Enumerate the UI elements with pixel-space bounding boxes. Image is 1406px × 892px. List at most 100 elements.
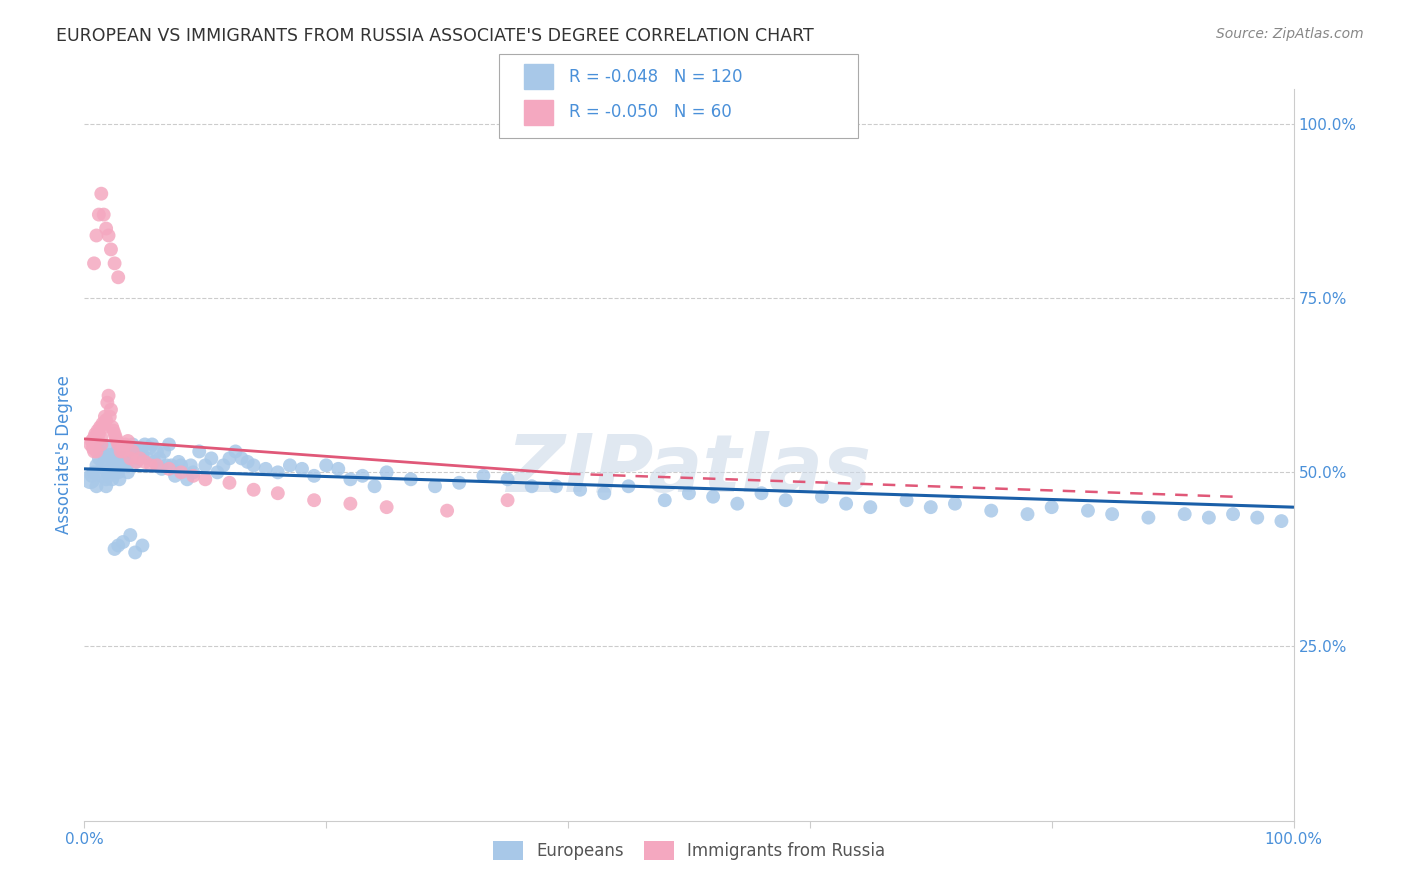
Point <box>89 420 111 434</box>
Point <box>167 455 190 469</box>
Point <box>1174 507 1197 521</box>
Point <box>87 427 110 442</box>
Point <box>107 539 129 553</box>
Point <box>363 479 385 493</box>
Point <box>91 458 114 473</box>
Point <box>101 472 124 486</box>
Text: EUROPEAN VS IMMIGRANTS FROM RUSSIA ASSOCIATE'S DEGREE CORRELATION CHART: EUROPEAN VS IMMIGRANTS FROM RUSSIA ASSOC… <box>56 27 814 45</box>
Point <box>100 402 122 417</box>
Point <box>146 458 169 473</box>
Point <box>83 466 105 480</box>
Point <box>496 472 519 486</box>
Point <box>122 441 145 455</box>
Point <box>139 458 162 473</box>
Point <box>375 500 398 515</box>
Point <box>399 472 422 486</box>
Point <box>120 528 142 542</box>
Point <box>80 434 103 448</box>
Point <box>108 472 131 486</box>
Point <box>86 458 108 473</box>
Point <box>94 455 117 469</box>
Point <box>104 451 127 466</box>
Point <box>896 493 918 508</box>
Point <box>188 444 211 458</box>
Point <box>101 420 124 434</box>
Text: ZIPatlas: ZIPatlas <box>506 431 872 508</box>
Point <box>170 466 193 480</box>
Point <box>93 208 115 222</box>
Point <box>218 475 240 490</box>
Point <box>115 458 138 473</box>
Point <box>315 458 337 473</box>
Point <box>775 493 797 508</box>
Point <box>859 500 882 515</box>
Point <box>84 427 107 442</box>
Point <box>1017 507 1039 521</box>
Point <box>80 468 103 483</box>
Point <box>110 451 132 466</box>
Point <box>104 430 127 444</box>
Point <box>157 462 180 476</box>
Point <box>125 455 148 469</box>
Point <box>98 448 121 462</box>
Point <box>170 458 193 473</box>
Point <box>1198 510 1220 524</box>
Point <box>91 417 114 431</box>
Point <box>181 466 204 480</box>
Point <box>835 497 858 511</box>
Point <box>98 409 121 424</box>
Point <box>449 475 471 490</box>
Point <box>97 228 120 243</box>
Point <box>87 451 110 466</box>
Text: R = -0.048   N = 120: R = -0.048 N = 120 <box>569 68 742 86</box>
Point <box>94 472 117 486</box>
Point <box>112 535 135 549</box>
Point <box>375 466 398 480</box>
Point <box>225 444 247 458</box>
Point <box>90 437 112 451</box>
Point <box>117 434 139 448</box>
Point <box>1077 503 1099 517</box>
Point <box>302 493 325 508</box>
Point <box>129 451 152 466</box>
Point <box>83 430 105 444</box>
Point <box>112 444 135 458</box>
Point <box>86 434 108 448</box>
Point <box>194 472 217 486</box>
Point <box>1270 514 1292 528</box>
Point <box>94 221 117 235</box>
Point <box>93 420 115 434</box>
Point <box>150 462 173 476</box>
Point <box>160 458 183 473</box>
Point <box>920 500 942 515</box>
Point <box>110 444 132 458</box>
Point <box>980 503 1002 517</box>
Point <box>242 483 264 497</box>
Point <box>138 441 160 455</box>
Point <box>231 451 253 466</box>
Point <box>86 479 108 493</box>
Point <box>544 479 567 493</box>
Point <box>107 437 129 451</box>
Point <box>94 413 117 427</box>
Point <box>165 468 187 483</box>
Point <box>678 486 700 500</box>
Point <box>725 497 748 511</box>
Point <box>148 451 170 466</box>
Point <box>86 228 108 243</box>
Point <box>104 256 127 270</box>
Point <box>94 479 117 493</box>
Point <box>436 503 458 517</box>
Point <box>90 437 112 451</box>
Point <box>82 441 104 455</box>
Point <box>1222 507 1244 521</box>
Point <box>339 497 361 511</box>
Point <box>131 539 153 553</box>
Point <box>254 462 277 476</box>
Point <box>194 458 217 473</box>
Point <box>136 451 159 466</box>
Point <box>112 448 135 462</box>
Point <box>751 486 773 500</box>
Point <box>811 490 834 504</box>
Point <box>702 490 724 504</box>
